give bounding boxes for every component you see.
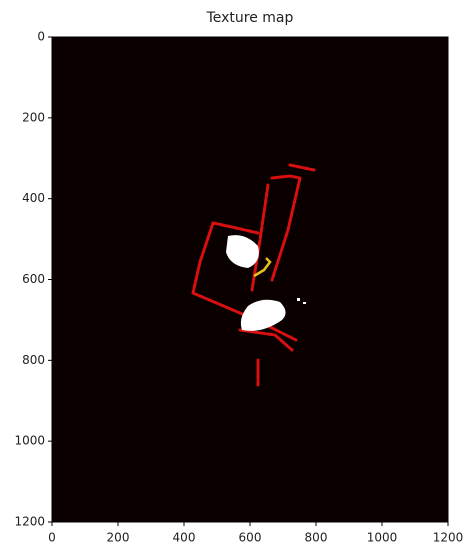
plot-area [52, 37, 448, 522]
y-tick-label: 800 [22, 353, 45, 367]
x-tick-label: 400 [173, 531, 196, 545]
y-tick-label: 400 [22, 191, 45, 205]
y-tick-label: 0 [37, 30, 45, 44]
x-tick-label: 200 [107, 531, 130, 545]
x-tick-label: 800 [305, 531, 328, 545]
chart: Texture map 0200400600800100012000200400… [0, 0, 467, 552]
white-speck [303, 302, 306, 304]
chart-title: Texture map [206, 10, 294, 26]
x-tick-label: 1200 [433, 531, 464, 545]
y-tick-label: 200 [22, 110, 45, 124]
red-edge [272, 176, 300, 178]
white-speck [297, 298, 300, 301]
y-tick-label: 1200 [14, 515, 45, 529]
y-tick-label: 1000 [14, 434, 45, 448]
x-tick-label: 0 [48, 531, 56, 545]
x-tick-label: 600 [239, 531, 262, 545]
y-tick-label: 600 [22, 272, 45, 286]
x-tick-label: 1000 [367, 531, 398, 545]
